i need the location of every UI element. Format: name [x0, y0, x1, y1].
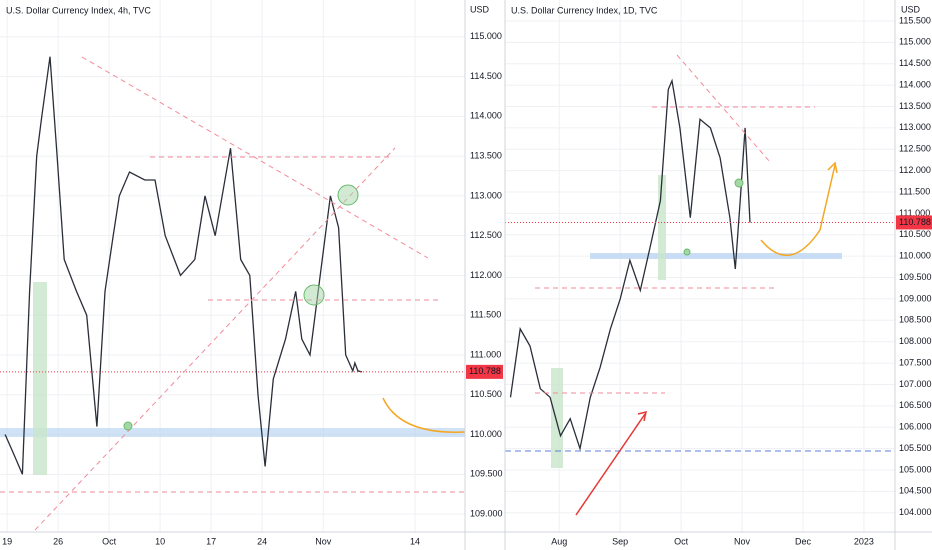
y-tick-label: 110.000	[899, 251, 931, 261]
x-tick-label: 26	[53, 536, 63, 546]
trend-line	[81, 56, 429, 259]
y-tick-label: 113.000	[899, 122, 931, 132]
highlight-zone	[658, 175, 666, 280]
y-tick-label: 114.000	[899, 79, 931, 89]
arrow-head	[637, 410, 647, 422]
x-tick-label: Nov	[315, 536, 332, 546]
y-tick-label: 111.500	[899, 186, 930, 196]
y-tick-label: 105.000	[899, 464, 932, 474]
y-tick-label: 112.000	[470, 270, 502, 280]
x-tick-label: 2023	[854, 536, 874, 546]
arrow	[575, 413, 646, 516]
y-tick-label: 107.500	[899, 357, 932, 367]
y-tick-label: 114.000	[470, 111, 502, 121]
marker-circle	[123, 421, 133, 431]
x-tick-label: Aug	[551, 536, 567, 546]
price-line	[509, 78, 751, 452]
y-tick-label: 106.000	[899, 422, 932, 432]
x-tick-label: 14	[410, 536, 420, 546]
y-tick-label: 106.500	[899, 400, 932, 410]
y-tick-label: 109.000	[899, 293, 932, 303]
support-zone	[590, 253, 842, 259]
price-line	[4, 56, 363, 475]
x-tick-label: 19	[2, 536, 12, 546]
y-tick-label: 107.000	[899, 379, 932, 389]
y-tick-label: 110.500	[899, 229, 931, 239]
marker-circle	[683, 248, 691, 256]
y-tick-label: 109.500	[470, 469, 503, 479]
last-price-tag	[466, 364, 503, 379]
chart-title: U.S. Dollar Currency Index, 1D, TVC	[511, 5, 658, 15]
y-tick-label: 108.500	[899, 315, 932, 325]
trend-line	[34, 147, 396, 531]
y-tick-label: 112.000	[899, 165, 931, 175]
marker-circle	[734, 178, 744, 188]
drawings	[0, 56, 895, 475]
x-tick-label: Oct	[674, 536, 689, 546]
y-unit: USD	[470, 4, 490, 14]
x-tick-label: 10	[155, 536, 165, 546]
y-tick-label: 111.000	[899, 208, 930, 218]
last-price-label: 110.788	[899, 217, 931, 227]
y-tick-label: 104.000	[899, 507, 932, 517]
marker-circle	[303, 284, 325, 306]
trend-line	[676, 54, 771, 163]
x-tick-label: 17	[206, 536, 216, 546]
highlight-zone	[33, 282, 47, 475]
y-tick-label: 114.500	[470, 71, 502, 81]
projection-curve	[760, 164, 836, 256]
y-tick-label: 108.000	[899, 336, 932, 346]
x-tick-label: Oct	[102, 536, 117, 546]
y-tick-label: 113.000	[470, 190, 502, 200]
last-price-tag	[896, 215, 932, 230]
x-tick-label: 24	[257, 536, 267, 546]
y-tick-label: 115.000	[470, 31, 502, 41]
y-tick-label: 113.500	[899, 101, 931, 111]
chart-title: U.S. Dollar Currency Index, 4h, TVC	[6, 5, 151, 15]
y-tick-label: 115.000	[899, 37, 931, 47]
y-tick-label: 109.500	[899, 272, 932, 282]
highlight-zone	[551, 368, 563, 468]
arrow-head	[827, 161, 838, 174]
y-unit: USD	[901, 4, 921, 14]
y-tick-label: 112.500	[899, 144, 931, 154]
y-tick-label: 112.500	[470, 230, 502, 240]
y-tick-label: 111.000	[470, 349, 501, 359]
y-tick-label: 109.000	[470, 508, 503, 518]
marker-circle	[337, 184, 359, 206]
support-zone	[0, 428, 465, 437]
y-tick-label: 114.500	[899, 58, 931, 68]
y-tick-label: 104.500	[899, 486, 932, 496]
y-tick-label: 110.000	[470, 429, 502, 439]
x-tick-label: Dec	[795, 536, 812, 546]
y-tick-label: 115.500	[899, 15, 931, 25]
x-tick-label: Sep	[612, 536, 628, 546]
projection-curve	[382, 397, 466, 433]
last-price-label: 110.788	[469, 366, 501, 376]
y-tick-label: 110.500	[470, 389, 502, 399]
y-tick-label: 111.500	[470, 310, 501, 320]
y-tick-label: 105.500	[899, 443, 932, 453]
y-tick-label: 113.500	[470, 150, 502, 160]
x-tick-label: Nov	[734, 536, 751, 546]
